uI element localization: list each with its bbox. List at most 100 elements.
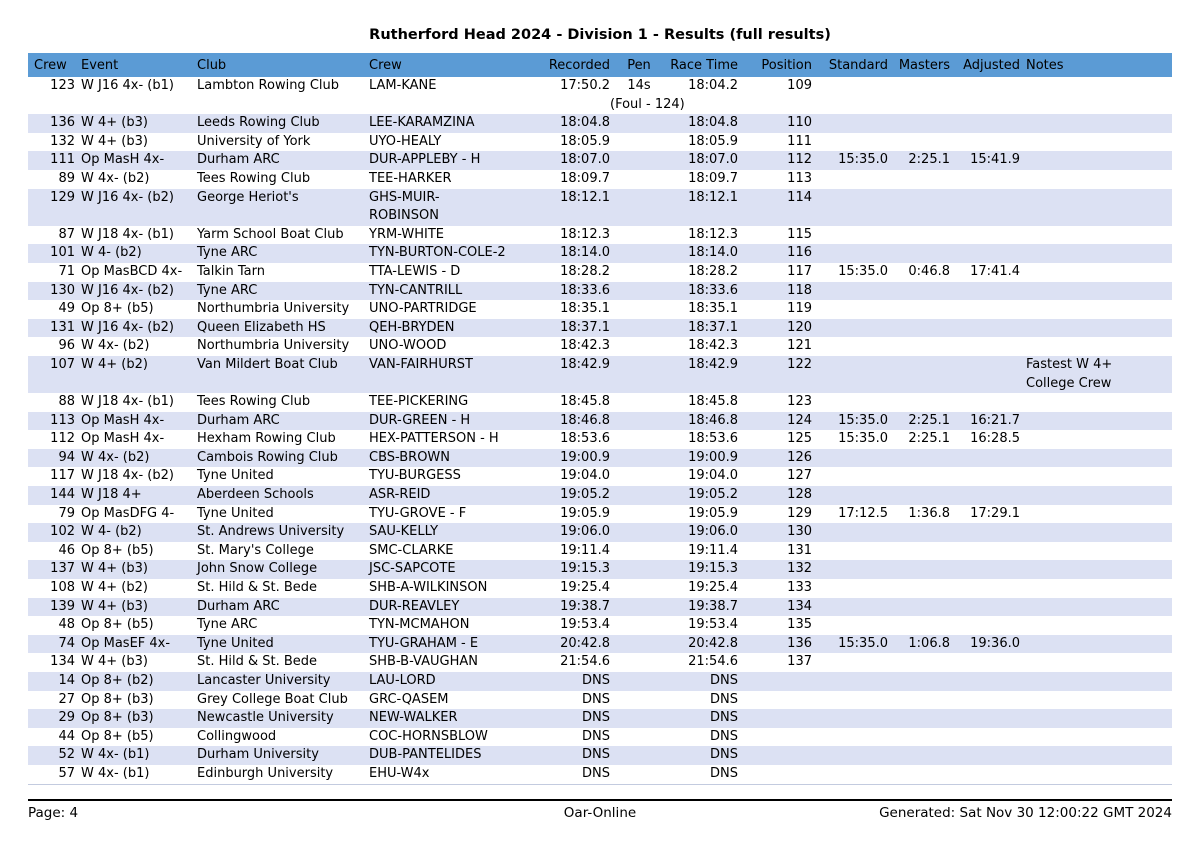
cell-crew: TTA-LEWIS - D <box>369 263 461 279</box>
cell-event: W J16 4x- (b2) <box>81 282 174 298</box>
cell-adjusted <box>950 393 1020 412</box>
table-row: 94 W 4x- (b2) Cambois Rowing Club CBS-BROWN… <box>28 448 1172 468</box>
cell-pen <box>610 709 668 728</box>
cell-club: Tyne ARC <box>197 282 258 298</box>
cell-crew-no: 46 <box>58 542 75 558</box>
cell-position: 110 <box>787 115 812 131</box>
cell-crew: DUB-PANTELIDES <box>369 747 482 763</box>
cell-race-time: 18:04.8 <box>688 115 738 131</box>
cell-pen <box>610 170 668 189</box>
cell-club: Van Mildert Boat Club <box>197 356 338 372</box>
column-header-race-time: Race Time <box>668 53 738 77</box>
cell-adjusted: 16:21.7 <box>970 412 1020 428</box>
cell-event: Op MasH 4x- <box>81 412 165 428</box>
cell-race-time: 18:42.9 <box>688 356 738 372</box>
cell-standard <box>812 709 888 728</box>
cell-adjusted: 19:36.0 <box>970 635 1020 651</box>
column-header-crew-no: Crew <box>28 53 75 77</box>
cell-masters <box>888 170 950 189</box>
cell-recorded: 18:09.7 <box>560 170 610 186</box>
cell-position <box>738 728 812 747</box>
cell-pen <box>610 616 668 635</box>
cell-adjusted <box>950 765 1020 784</box>
cell-crew: HEX-PATTERSON - H <box>369 431 499 447</box>
cell-position: 129 <box>787 505 812 521</box>
cell-race-time: 19:11.4 <box>688 542 738 558</box>
cell-recorded: DNS <box>582 765 610 781</box>
cell-race-time: 18:46.8 <box>688 412 738 428</box>
cell-event: W 4+ (b2) <box>81 356 148 372</box>
cell-notes <box>1020 672 1172 691</box>
cell-adjusted: 17:41.4 <box>970 263 1020 279</box>
cell-adjusted: 17:29.1 <box>970 505 1020 521</box>
cell-event: W J18 4x- (b2) <box>81 468 174 484</box>
cell-crew: SHB-A-WILKINSON <box>369 580 488 596</box>
cell-notes <box>1020 765 1172 784</box>
cell-position: 114 <box>787 189 812 205</box>
cell-crew: UNO-WOOD <box>369 338 447 354</box>
cell-race-time: DNS <box>710 691 738 707</box>
cell-standard <box>812 653 888 672</box>
cell-notes <box>1020 133 1172 152</box>
cell-pen <box>610 598 668 617</box>
cell-pen <box>610 467 668 486</box>
cell-crew: SHB-B-VAUGHAN <box>369 654 478 670</box>
cell-adjusted <box>950 449 1020 468</box>
cell-pen <box>610 672 668 691</box>
cell-adjusted <box>950 746 1020 765</box>
cell-standard: 17:12.5 <box>838 505 888 521</box>
table-row: 48 Op 8+ (b5) Tyne ARC TYN-MCMAHON 19:53.4 19… <box>28 616 1172 635</box>
cell-pen <box>610 653 668 672</box>
footer-app-label: Oar-Online <box>563 804 637 821</box>
cell-event: W 4+ (b3) <box>81 561 148 577</box>
cell-crew: SAU-KELLY <box>369 524 439 540</box>
cell-crew-no: 87 <box>58 226 75 242</box>
cell-masters <box>888 765 950 784</box>
footer-generated-timestamp: Generated: Sat Nov 30 12:00:22 GMT 2024 <box>879 804 1172 821</box>
cell-crew-no: 94 <box>58 449 75 465</box>
cell-adjusted <box>950 282 1020 301</box>
cell-position <box>738 765 812 784</box>
cell-club: Talkin Tarn <box>197 263 265 279</box>
cell-event: W 4x- (b1) <box>81 747 150 763</box>
cell-race-time: 20:42.8 <box>688 635 738 651</box>
cell-crew: YRM-WHITE <box>369 226 444 242</box>
cell-recorded: 19:05.2 <box>560 487 610 503</box>
cell-crew: VAN-FAIRHURST <box>369 356 473 372</box>
cell-masters <box>888 746 950 765</box>
cell-masters <box>888 189 950 226</box>
cell-pen <box>610 300 668 319</box>
cell-race-time: DNS <box>710 710 738 726</box>
cell-pen: 14s (Foul - 124) <box>610 77 685 114</box>
cell-crew: TYN-CANTRILL <box>369 282 463 298</box>
cell-adjusted <box>950 728 1020 747</box>
cell-standard <box>812 523 888 542</box>
cell-position: 118 <box>787 282 812 298</box>
cell-standard: 15:35.0 <box>838 431 888 447</box>
cell-notes <box>1020 709 1172 728</box>
cell-notes <box>1020 598 1172 617</box>
cell-standard <box>812 244 888 263</box>
cell-masters <box>888 467 950 486</box>
cell-notes <box>1020 412 1172 431</box>
cell-position: 126 <box>787 449 812 465</box>
cell-crew: UYO-HEALY <box>369 133 442 149</box>
cell-race-time: 18:33.6 <box>688 282 738 298</box>
cell-crew-no: 74 <box>58 635 75 651</box>
cell-crew-no: 112 <box>50 431 75 447</box>
cell-standard <box>812 449 888 468</box>
table-row: 101 W 4- (b2) Tyne ARC TYN-BURTON-COLE-2 18:… <box>28 244 1172 263</box>
cell-adjusted <box>950 486 1020 505</box>
cell-recorded: 19:53.4 <box>560 617 610 633</box>
cell-club: University of York <box>197 133 311 149</box>
cell-race-time: 18:42.3 <box>688 338 738 354</box>
table-row: 111 Op MasH 4x- Durham ARC DUR-APPLEBY - H 1… <box>28 151 1172 170</box>
cell-adjusted <box>950 114 1020 133</box>
cell-adjusted <box>950 523 1020 542</box>
cell-position: 121 <box>787 338 812 354</box>
cell-masters: 2:25.1 <box>908 412 950 428</box>
cell-standard <box>812 393 888 412</box>
cell-race-time: 19:05.2 <box>688 487 738 503</box>
cell-notes <box>1020 151 1172 170</box>
